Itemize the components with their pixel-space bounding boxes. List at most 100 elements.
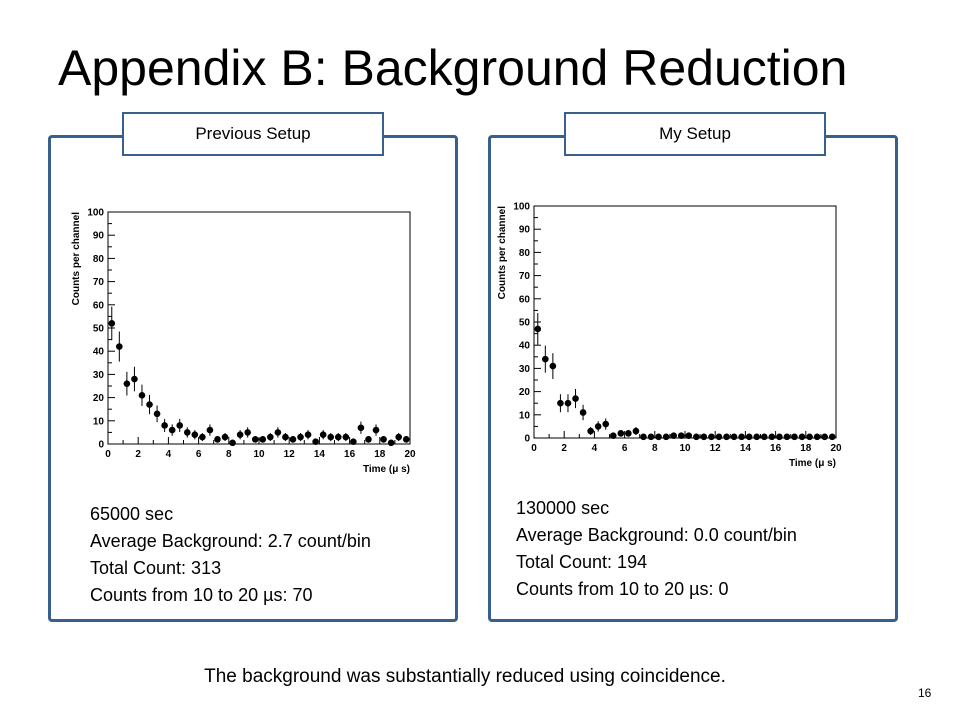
y-tick-label: 40 — [93, 347, 105, 358]
total-count-text: Total Count: 194 — [516, 552, 648, 572]
data-point — [557, 399, 564, 407]
data-point — [221, 433, 229, 441]
x-tick-label: 14 — [314, 449, 326, 460]
previous-setup-chart: 0 2 4 6 8 10 12 14 16 18 20 0 10 20 30 40 50 60 70 80 90 100 T… — [71, 208, 416, 476]
data-point — [828, 433, 836, 441]
data-point — [708, 433, 715, 441]
x-tick-label: 20 — [404, 449, 416, 460]
x-tick-label: 14 — [740, 443, 752, 454]
y-tick-label: 100 — [513, 202, 530, 213]
data-point — [236, 431, 244, 439]
y-tick-label: 0 — [98, 440, 104, 451]
x-tick-label: 12 — [284, 449, 296, 460]
data-point — [655, 433, 662, 441]
data-point — [176, 422, 184, 429]
y-tick-label: 50 — [93, 324, 105, 335]
data-point — [357, 424, 365, 432]
data-point — [319, 431, 327, 439]
y-tick-label: 10 — [519, 410, 531, 421]
y-tick-label: 0 — [524, 434, 530, 445]
data-point — [199, 433, 206, 441]
data-point — [798, 433, 806, 441]
y-tick-label: 20 — [519, 387, 531, 398]
data-point — [380, 436, 387, 443]
data-point — [372, 426, 380, 434]
data-point — [342, 433, 350, 441]
data-point — [402, 436, 410, 443]
data-point — [116, 343, 123, 350]
x-tick-label: 12 — [710, 443, 722, 454]
y-tick-label: 60 — [93, 300, 105, 311]
data-point — [206, 426, 214, 434]
data-point — [693, 433, 700, 441]
counts-range-text: Counts from 10 to 20 µs: 0 — [516, 579, 729, 599]
x-tick-label: 4 — [166, 449, 172, 460]
data-point — [768, 433, 776, 441]
data-point — [632, 427, 640, 435]
x-axis-label: Time (μ s) — [363, 464, 410, 475]
footnote: The background was substantially reduced… — [204, 666, 726, 687]
x-tick-label: 8 — [652, 443, 658, 454]
data-point — [670, 432, 677, 439]
data-point — [549, 362, 557, 370]
data-point — [274, 429, 282, 436]
data-point — [594, 423, 602, 430]
data-point — [534, 325, 542, 333]
data-point — [282, 433, 289, 441]
data-point — [625, 430, 632, 437]
data-point — [677, 432, 685, 439]
x-tick-label: 8 — [226, 449, 232, 460]
total-count-text: Total Count: 313 — [90, 558, 222, 578]
y-tick-label: 70 — [93, 277, 105, 288]
data-point — [542, 355, 549, 363]
x-tick-label: 20 — [830, 443, 842, 454]
data-point — [647, 433, 655, 441]
data-point — [791, 433, 798, 441]
avg-background-text: Average Background: 2.7 count/bin — [90, 531, 371, 551]
data-point — [640, 433, 647, 441]
data-point — [108, 320, 116, 327]
data-point — [387, 439, 395, 447]
x-tick-label: 10 — [679, 443, 691, 454]
x-tick-label: 18 — [374, 449, 386, 460]
x-tick-label: 10 — [253, 449, 265, 460]
data-point — [350, 438, 357, 445]
y-tick-label: 80 — [519, 248, 531, 259]
x-tick-label: 16 — [770, 443, 782, 454]
y-tick-label: 90 — [93, 231, 105, 242]
data-point — [297, 433, 304, 441]
data-point — [334, 433, 342, 441]
x-tick-label: 18 — [800, 443, 812, 454]
y-tick-label: 40 — [519, 341, 531, 352]
data-point — [753, 433, 761, 441]
data-point — [813, 433, 821, 441]
y-tick-label: 60 — [519, 294, 531, 305]
page-number: 16 — [918, 686, 932, 700]
data-point — [760, 433, 768, 441]
data-point — [168, 426, 176, 434]
duration-text: 130000 sec — [516, 498, 610, 518]
x-tick-label: 6 — [196, 449, 202, 460]
y-tick-label: 30 — [519, 364, 531, 375]
data-point — [251, 436, 259, 443]
y-tick-label: 80 — [93, 254, 105, 265]
data-point — [700, 433, 708, 441]
x-tick-label: 2 — [561, 443, 567, 454]
data-point — [289, 436, 297, 443]
data-point — [131, 375, 138, 383]
data-point — [587, 427, 594, 435]
data-point — [365, 436, 372, 443]
data-point — [244, 429, 251, 436]
data-point — [267, 433, 274, 441]
data-point — [183, 429, 191, 436]
previous-setup-stats: 65000 sec Average Background: 2.7 count/… — [90, 501, 371, 609]
y-tick-label: 100 — [87, 208, 104, 219]
data-point — [161, 422, 168, 429]
data-point — [715, 433, 723, 441]
counts-range-text: Counts from 10 to 20 µs: 70 — [90, 585, 313, 605]
data-point — [776, 433, 783, 441]
x-tick-label: 2 — [135, 449, 141, 460]
previous-setup-tab: Previous Setup — [122, 112, 384, 156]
data-point — [617, 430, 625, 437]
my-setup-chart: 0 2 4 6 8 10 12 14 16 18 20 0 10 20 30 40 50 60 70 80 90 100 T… — [497, 202, 842, 470]
